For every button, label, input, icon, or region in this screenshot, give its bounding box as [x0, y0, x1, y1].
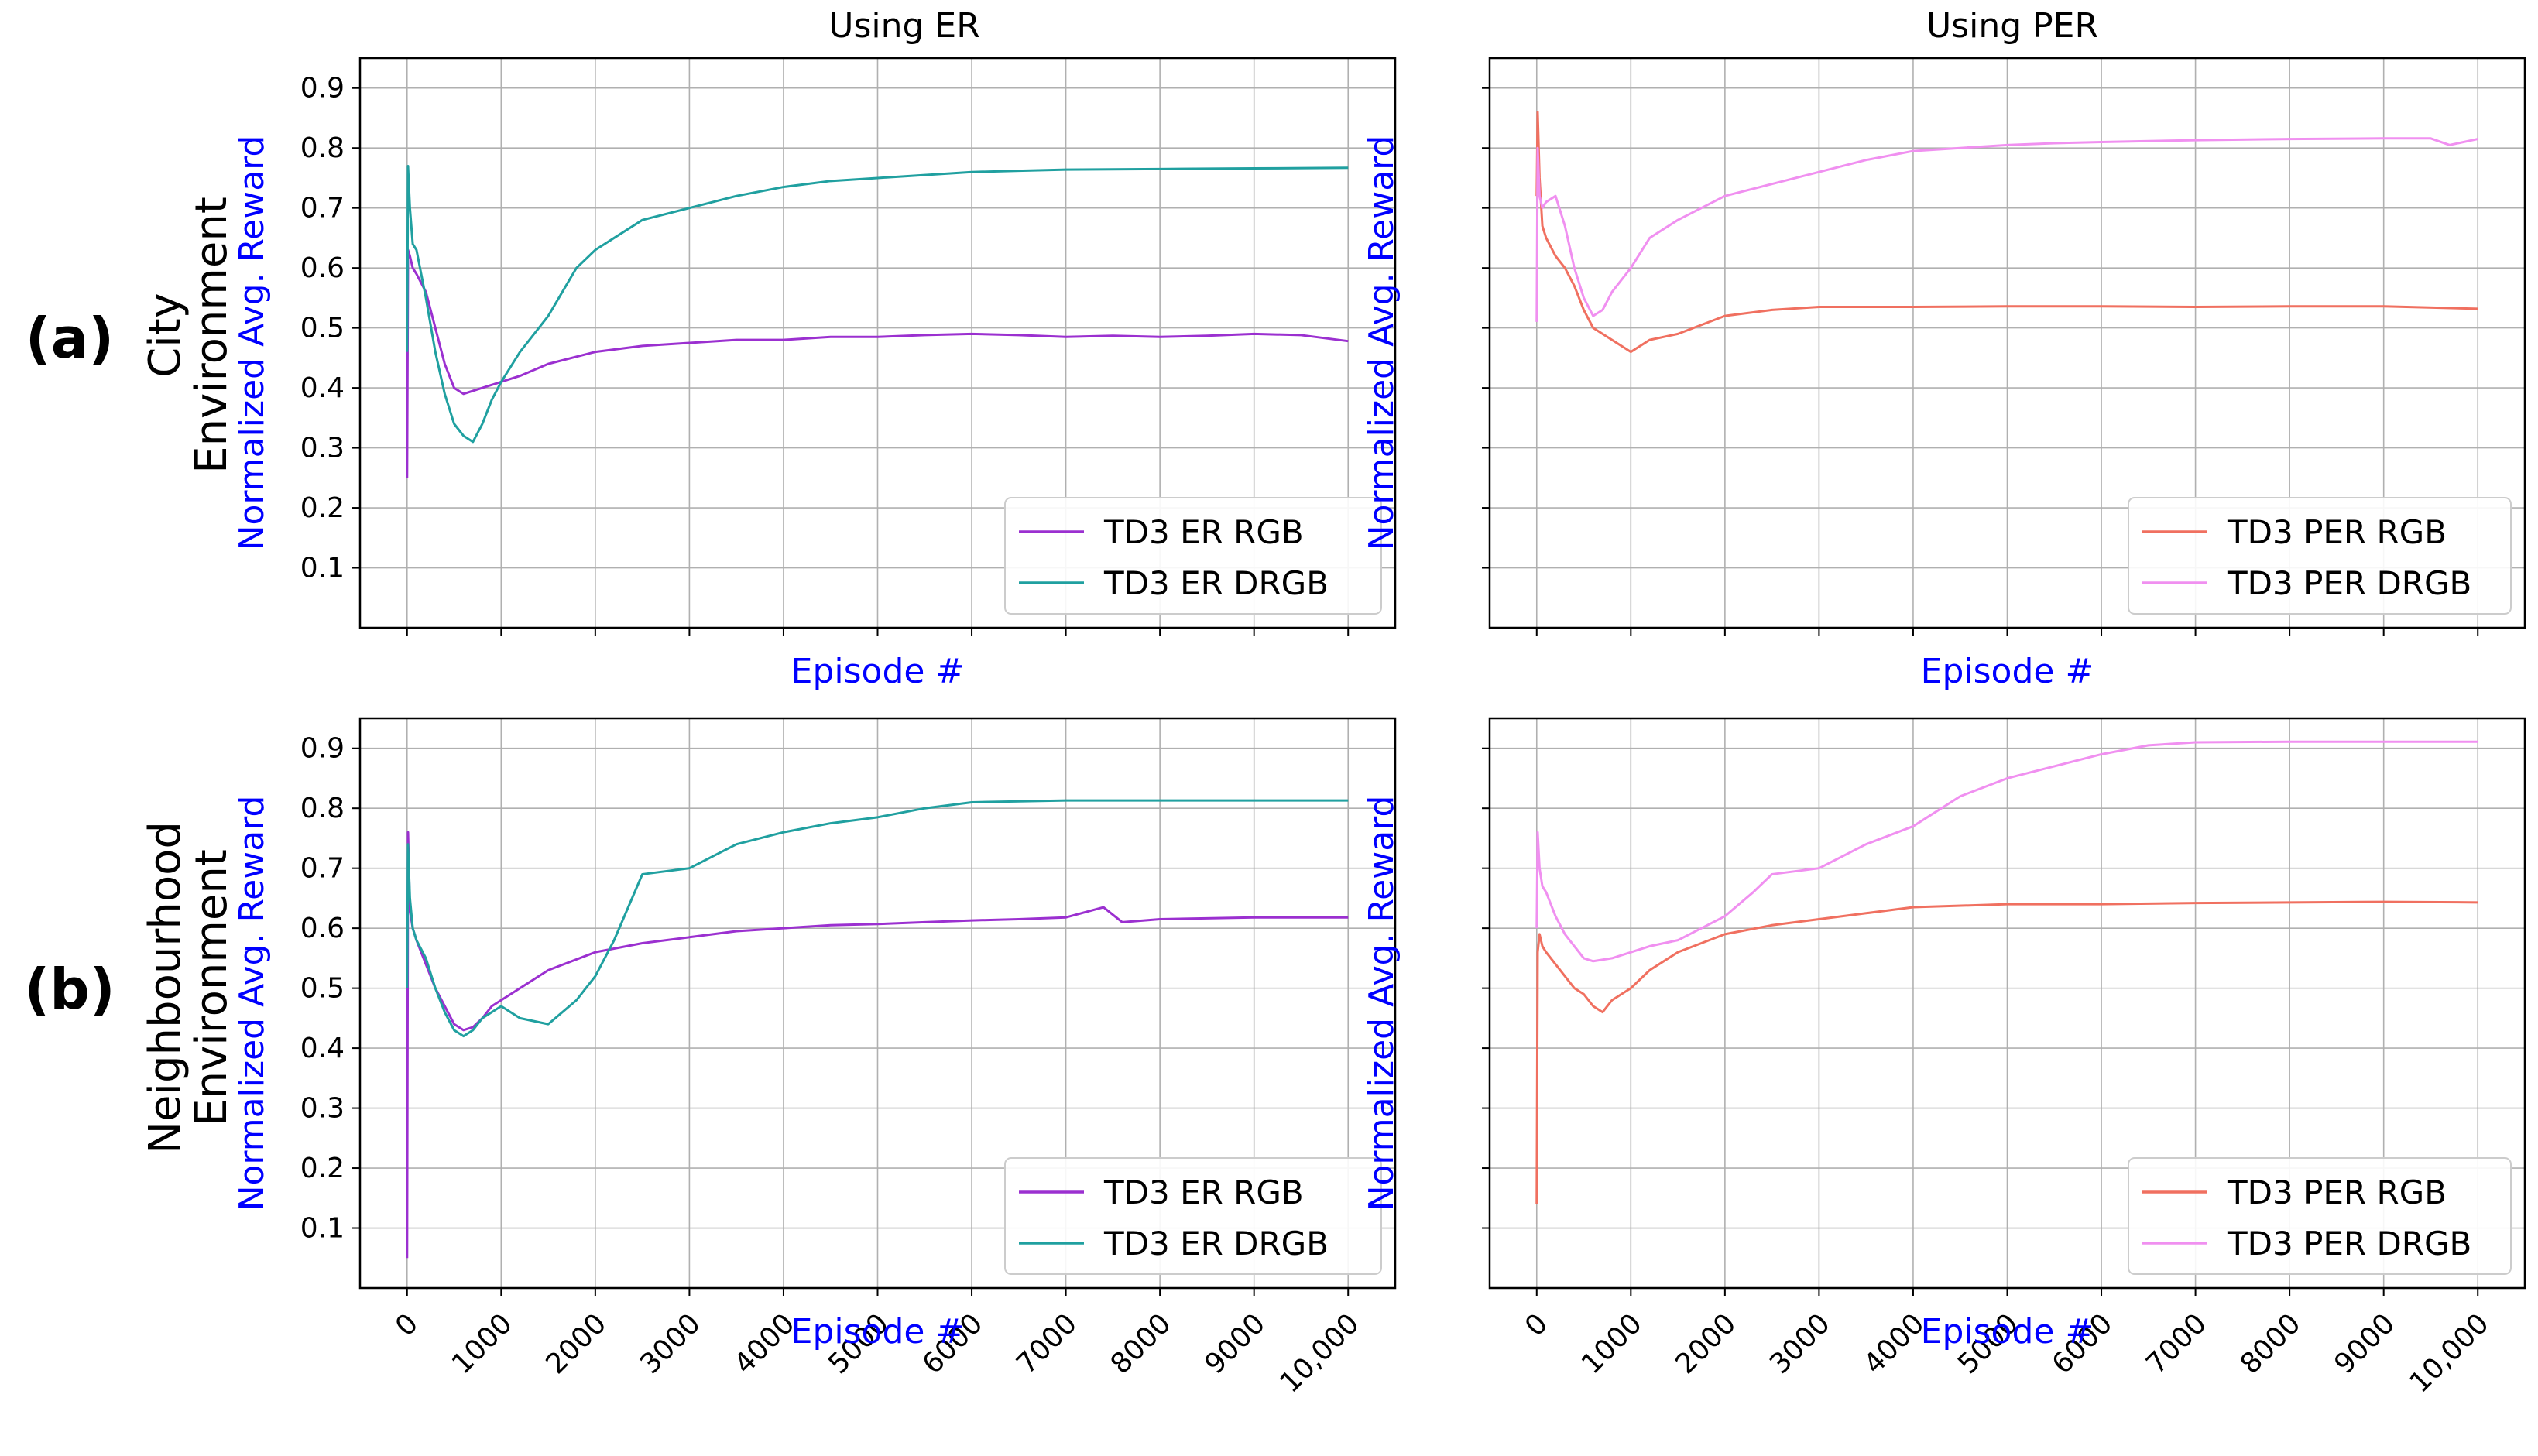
legend-2: TD3 ER RGB TD3 ER DRGB — [1004, 1157, 1382, 1275]
x-tick-label-10000: 10,000 — [1274, 1307, 1366, 1399]
y-tick-label-5: 0.6 — [300, 252, 345, 284]
legend-box — [1004, 1157, 1382, 1275]
x-axis-title: Episode # — [791, 1312, 965, 1352]
y-tick-label-3: 0.4 — [300, 372, 345, 404]
legend-label-td3-per-rgb: TD3 PER RGB — [2227, 1173, 2447, 1211]
x-tick-label-9000: 9000 — [1199, 1307, 1271, 1380]
legend-label-td3-per-drgb: TD3 PER DRGB — [2227, 1225, 2471, 1262]
x-tick-label-4000: 4000 — [729, 1307, 801, 1380]
x-axis-title: Episode # — [791, 652, 965, 691]
x-tick-label-1000: 1000 — [1576, 1307, 1648, 1380]
x-axis-title: Episode # — [1921, 652, 2094, 691]
x-tick-label-7000: 7000 — [2140, 1307, 2213, 1380]
series-line-td3-per-rgb — [1535, 900, 2478, 1204]
x-tick-label-8000: 8000 — [1105, 1307, 1178, 1380]
y-tick-label-6: 0.7 — [300, 853, 345, 885]
y-axis-title: Normalized Avg. Reward — [1362, 796, 1401, 1211]
row-title-neighbourhood-line1: Neighbourhood — [140, 821, 190, 1154]
y-tick-label-1: 0.2 — [300, 1153, 345, 1184]
legend-box — [1004, 497, 1382, 615]
x-axis-title: Episode # — [1921, 1312, 2094, 1352]
legend-label-td3-er-rgb: TD3 ER RGB — [1103, 1173, 1304, 1211]
x-tick-label-2000: 2000 — [1670, 1307, 1743, 1380]
x-tick-label-0: 0 — [1519, 1307, 1554, 1342]
panels-layer: 0.1 0.2 0.3 0.4 0.5 0.6 0.7 0.8 0.9 Episode # Norm… — [232, 57, 2526, 1399]
x-tick-label-9000: 9000 — [2328, 1307, 2401, 1380]
chart-panel-0: 0.1 0.2 0.3 0.4 0.5 0.6 0.7 0.8 0.9 Episode # Norm… — [232, 57, 1397, 691]
x-tick-label-10000: 10,000 — [2404, 1307, 2495, 1399]
series-line-td3-per-drgb — [1535, 137, 2478, 322]
y-tick-label-6: 0.7 — [300, 193, 345, 224]
y-tick-label-8: 0.9 — [300, 73, 345, 104]
row-title-city-line1: City — [140, 293, 190, 378]
y-tick-label-7: 0.8 — [300, 132, 345, 164]
chart-panel-1: Episode # Normalized Avg. Reward TD3 PER R… — [1362, 57, 2526, 691]
y-tick-label-2: 0.3 — [300, 433, 345, 464]
chart-panel-2: 0 1000 2000 3000 4000 5000 6000 7000 8000 9000 10,… — [232, 717, 1397, 1399]
legend-box — [2128, 497, 2512, 615]
y-tick-label-4: 0.5 — [300, 313, 345, 344]
x-tick-label-8000: 8000 — [2234, 1307, 2307, 1380]
series-line-td3-per-rgb — [1535, 111, 2478, 354]
x-tick-label-3000: 3000 — [1764, 1307, 1837, 1380]
series-line-td3-er-drgb — [406, 799, 1349, 1038]
y-tick-label-5: 0.6 — [300, 913, 345, 944]
series-line-td3-er-drgb — [406, 164, 1349, 444]
col-title-per: Using PER — [1926, 6, 2098, 46]
chart-panel-3: 0 1000 2000 3000 4000 5000 6000 7000 8000 9000 10,… — [1362, 717, 2526, 1399]
y-tick-label-3: 0.4 — [300, 1033, 345, 1064]
row-title-neighbourhood-line2: Environment — [187, 849, 237, 1126]
y-tick-label-4: 0.5 — [300, 973, 345, 1005]
x-tick-label-2000: 2000 — [540, 1307, 613, 1380]
legend-label-td3-er-rgb: TD3 ER RGB — [1103, 513, 1304, 551]
y-axis-title: Normalized Avg. Reward — [232, 796, 272, 1211]
legend-3: TD3 PER RGB TD3 PER DRGB — [2128, 1157, 2512, 1275]
row-title-city-line2: Environment — [187, 197, 237, 474]
legend-label-td3-er-drgb: TD3 ER DRGB — [1103, 1225, 1329, 1262]
panel-label-b: (b) — [24, 957, 115, 1022]
series-line-td3-er-rgb — [406, 248, 1349, 478]
y-axis-title: Normalized Avg. Reward — [1362, 135, 1401, 551]
legend-0: TD3 ER RGB TD3 ER DRGB — [1004, 497, 1382, 615]
y-tick-label-2: 0.3 — [300, 1093, 345, 1125]
x-tick-label-0: 0 — [389, 1307, 424, 1342]
series-line-td3-er-rgb — [406, 831, 1349, 1259]
y-tick-label-0: 0.1 — [300, 1213, 345, 1245]
x-tick-label-1000: 1000 — [446, 1307, 519, 1380]
y-tick-label-8: 0.9 — [300, 733, 345, 765]
x-tick-label-3000: 3000 — [634, 1307, 707, 1380]
y-axis-title: Normalized Avg. Reward — [232, 135, 272, 551]
y-tick-label-0: 0.1 — [300, 553, 345, 584]
y-tick-label-7: 0.8 — [300, 793, 345, 824]
panel-label-a: (a) — [26, 306, 114, 371]
legend-1: TD3 PER RGB TD3 PER DRGB — [2128, 497, 2512, 615]
series-line-td3-per-drgb — [1535, 740, 2478, 963]
x-tick-label-4000: 4000 — [1858, 1307, 1931, 1380]
col-title-er: Using ER — [828, 6, 980, 46]
legend-box — [2128, 1157, 2512, 1275]
y-tick-label-1: 0.2 — [300, 492, 345, 524]
legend-label-td3-per-drgb: TD3 PER DRGB — [2227, 564, 2471, 602]
legend-label-td3-per-rgb: TD3 PER RGB — [2227, 513, 2447, 551]
legend-label-td3-er-drgb: TD3 ER DRGB — [1103, 564, 1329, 602]
x-tick-label-7000: 7000 — [1010, 1307, 1083, 1380]
